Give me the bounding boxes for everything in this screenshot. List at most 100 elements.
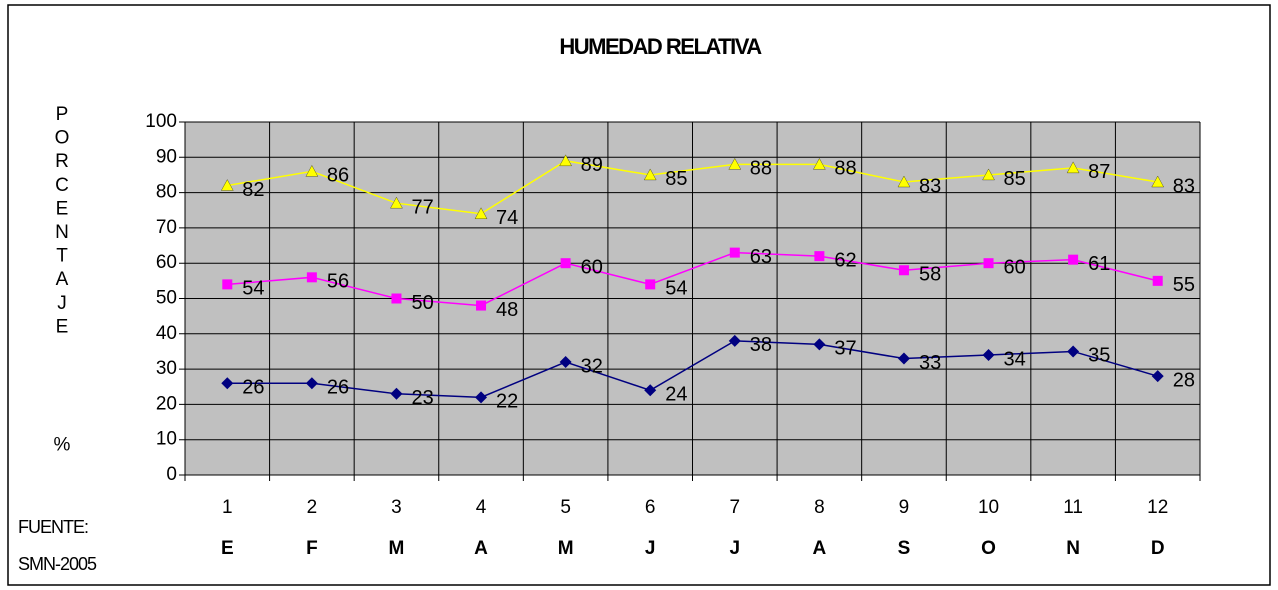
x-tick-label: 5 (560, 497, 571, 518)
month-label: M (558, 538, 574, 559)
data-label: 88 (834, 158, 856, 180)
source-value: SMN-2005 (18, 554, 97, 574)
x-tick-label: 12 (1147, 497, 1168, 518)
month-label: M (389, 538, 405, 559)
data-label: 35 (1088, 345, 1110, 367)
data-label: 26 (242, 377, 264, 399)
marker (390, 387, 403, 400)
x-tick-label: 10 (978, 497, 999, 518)
marker (391, 293, 402, 304)
y-axis-label: P O R C E N T A J E% (54, 104, 71, 455)
month-label: S (898, 538, 911, 559)
data-label: 38 (750, 334, 772, 356)
data-label: 55 (1173, 274, 1195, 296)
marker (897, 352, 910, 365)
marker (306, 272, 317, 283)
marker (221, 377, 234, 390)
month-label: F (306, 538, 318, 559)
y-tick-label: 10 (156, 429, 177, 450)
data-label: 54 (665, 278, 687, 300)
marker (1152, 275, 1163, 286)
data-label: 32 (581, 355, 603, 377)
marker (559, 356, 572, 369)
marker (559, 154, 572, 166)
x-tick-label: 2 (307, 497, 318, 518)
month-label: J (645, 538, 656, 559)
data-label: 26 (327, 377, 349, 399)
data-label: 50 (411, 292, 433, 314)
month-label: J (730, 538, 741, 559)
x-tick-label: 1 (222, 497, 233, 518)
data-label: 37 (834, 338, 856, 360)
x-tick-label: 3 (391, 497, 402, 518)
marker (1068, 254, 1079, 265)
marker (813, 338, 826, 351)
marker (645, 279, 656, 290)
marker (897, 175, 911, 188)
marker (222, 279, 233, 290)
y-tick-label: 0 (166, 464, 177, 485)
marker (1151, 370, 1164, 383)
marker (729, 247, 740, 258)
data-label: 33 (919, 352, 941, 374)
data-label: 83 (1173, 175, 1195, 197)
data-label: 22 (496, 391, 518, 413)
data-label: 34 (1004, 348, 1026, 370)
y-tick-label: 90 (156, 146, 177, 167)
y-tick-label: 100 (145, 111, 177, 132)
month-label: E (221, 538, 234, 559)
series-line (227, 160, 1158, 215)
marker (1067, 345, 1080, 358)
marker (982, 348, 995, 361)
month-label: N (1066, 538, 1080, 559)
marker (221, 179, 234, 191)
data-label: 61 (1088, 253, 1110, 275)
y-tick-label: 30 (156, 358, 177, 379)
source-label: FUENTE: (18, 517, 88, 537)
data-label: 87 (1088, 161, 1110, 183)
marker (476, 300, 487, 311)
marker (643, 168, 657, 181)
y-tick-label: 20 (156, 393, 177, 414)
marker (644, 384, 657, 397)
marker (983, 258, 994, 269)
marker (982, 168, 995, 181)
x-tick-label: 8 (814, 497, 825, 518)
y-tick-label: 70 (156, 217, 177, 238)
data-label: 54 (242, 278, 264, 300)
data-label: 88 (750, 158, 772, 180)
marker (728, 334, 741, 347)
marker (305, 377, 318, 390)
data-label: 28 (1173, 369, 1195, 391)
data-label: 24 (665, 384, 687, 406)
data-label: 63 (750, 246, 772, 268)
y-tick-label: 60 (156, 252, 177, 273)
x-tick-label: 4 (476, 497, 487, 518)
data-label: 82 (242, 179, 264, 201)
x-tick-label: 11 (1063, 497, 1083, 518)
data-label: 60 (1004, 256, 1026, 278)
y-tick-label: 80 (156, 182, 177, 203)
data-label: 56 (327, 271, 349, 293)
marker (1151, 175, 1164, 188)
x-tick-label: 6 (645, 497, 656, 518)
y-tick-label: 40 (156, 323, 177, 344)
data-label: 62 (834, 249, 856, 271)
data-label: 58 (919, 264, 941, 286)
month-label: A (474, 538, 488, 559)
series-line (227, 340, 1158, 399)
x-tick-label: 7 (730, 497, 741, 518)
marker (474, 207, 488, 219)
marker (728, 158, 742, 170)
data-label: 48 (496, 299, 518, 321)
marker (390, 196, 403, 209)
marker (814, 251, 825, 262)
data-label: 74 (496, 207, 518, 229)
data-label: 83 (919, 175, 941, 197)
marker (813, 158, 826, 170)
x-tick-label: 9 (899, 497, 910, 518)
marker (475, 391, 488, 404)
data-label: 89 (581, 154, 603, 176)
data-label: 77 (411, 196, 433, 218)
